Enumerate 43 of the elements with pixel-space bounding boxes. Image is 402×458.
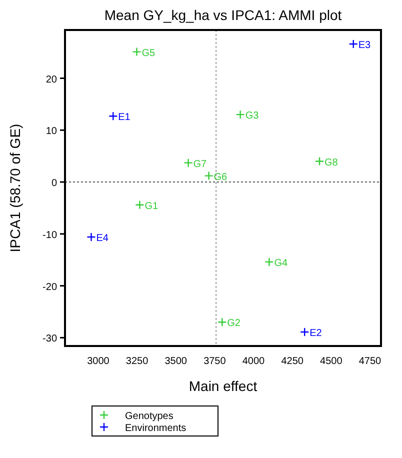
annotation: G3: [245, 110, 260, 122]
x-tick-label: 3750: [204, 356, 226, 367]
chart-title: Mean GY_kg_ha vs IPCA1: AMMI plot: [104, 7, 342, 23]
y-tick-label: 0: [51, 178, 58, 190]
point: [86, 232, 96, 242]
annotation: G6: [214, 172, 228, 183]
annotation: G5: [142, 48, 156, 59]
y-tick-label: -20: [42, 282, 58, 293]
x-tick-label: 3500: [164, 356, 188, 367]
x-tick-label: 4250: [281, 356, 304, 367]
x-tick-label: 4750: [358, 356, 382, 367]
annotation: E1: [118, 112, 131, 124]
annotation: E3: [358, 40, 372, 52]
legend-label: Environments: [125, 423, 186, 434]
point: [108, 112, 118, 121]
point: [218, 318, 227, 327]
point: [264, 257, 274, 267]
annotation: G8: [324, 157, 338, 168]
x-axis-title: Main effect: [188, 378, 258, 394]
annotation: E4: [96, 233, 109, 244]
y-axis-title: IPCA1 (58.70 of GE): [7, 124, 23, 252]
point: [204, 171, 214, 180]
annotation: G7: [193, 158, 208, 170]
point: [314, 156, 324, 166]
y-tick-label: -30: [42, 334, 58, 345]
point: [135, 200, 144, 210]
annotation: G4: [274, 258, 288, 269]
annotation: G1: [144, 200, 158, 212]
legend-label: Genotypes: [125, 411, 174, 422]
point: [184, 158, 193, 168]
point: [132, 47, 142, 56]
y-tick-label: 10: [46, 126, 58, 138]
point: [348, 39, 358, 49]
annotation: G2: [227, 318, 241, 330]
x-tick-label: 4500: [320, 356, 343, 367]
x-tick-label: 3000: [87, 356, 110, 367]
point: [300, 327, 310, 337]
x-tick-label: 4000: [242, 356, 266, 367]
y-tick-label: -10: [42, 230, 58, 241]
point: [236, 110, 245, 120]
y-tick-label: 20: [46, 74, 58, 86]
x-tick-label: 3250: [126, 356, 149, 367]
annotation: E2: [310, 328, 322, 339]
